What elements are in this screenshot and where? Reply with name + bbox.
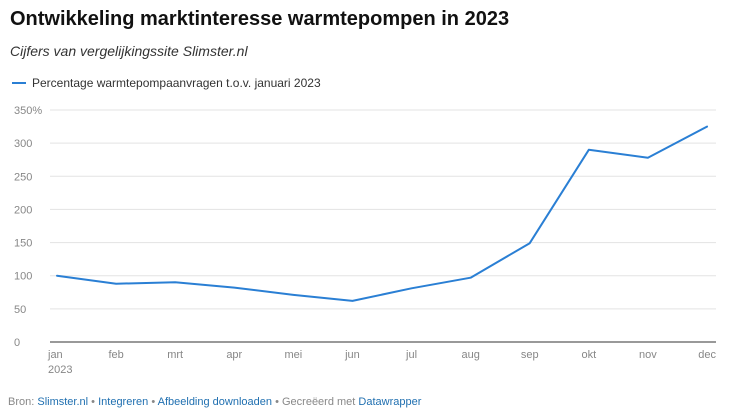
y-axis-ticks: 350% 300 250 200 150 100 50 0 bbox=[14, 105, 42, 349]
download-image-link[interactable]: Afbeelding downloaden bbox=[157, 396, 272, 408]
y-tick-label: 100 bbox=[14, 271, 32, 283]
legend-label: Percentage warmtepompaanvragen t.o.v. ja… bbox=[32, 76, 321, 90]
source-label: Bron: bbox=[8, 396, 35, 408]
x-tick-label: sep bbox=[521, 349, 539, 361]
created-with-label: Gecreëerd met bbox=[281, 396, 356, 408]
x-tick-label: dec bbox=[698, 349, 716, 361]
x-tick-label: mrt bbox=[167, 349, 183, 361]
legend-swatch bbox=[12, 82, 26, 84]
x-tick-label: jan bbox=[47, 349, 63, 361]
y-tick-label: 350% bbox=[14, 105, 42, 117]
x-tick-label: feb bbox=[108, 349, 123, 361]
x-tick-sublabel: 2023 bbox=[48, 364, 72, 376]
y-tick-label: 300 bbox=[14, 138, 32, 150]
y-tick-label: 0 bbox=[14, 337, 20, 349]
chart-subtitle: Cijfers van vergelijkingssite Slimster.n… bbox=[10, 43, 248, 59]
x-tick-label: aug bbox=[461, 349, 479, 361]
embed-link[interactable]: Integreren bbox=[98, 396, 149, 408]
x-axis-ticks: jan feb mrt apr mei jun jul aug sep okt nov dec 2023 bbox=[47, 349, 716, 376]
x-tick-label: mei bbox=[284, 349, 302, 361]
source-link[interactable]: Slimster.nl bbox=[37, 396, 89, 408]
y-tick-label: 250 bbox=[14, 171, 32, 183]
line-chart: 350% 300 250 200 150 100 50 0 jan feb mrt apr mei ju… bbox=[14, 105, 716, 376]
datawrapper-link[interactable]: Datawrapper bbox=[358, 396, 422, 408]
x-tick-label: jun bbox=[344, 349, 360, 361]
series-line bbox=[56, 125, 708, 302]
series-layer bbox=[56, 125, 708, 302]
footer-separator: • bbox=[151, 396, 156, 408]
x-tick-label: okt bbox=[581, 349, 596, 361]
y-tick-label: 200 bbox=[14, 204, 32, 216]
x-tick-label: jul bbox=[405, 349, 417, 361]
footer-separator: • bbox=[275, 396, 279, 408]
y-tick-label: 50 bbox=[14, 304, 26, 316]
footer-separator: • bbox=[91, 396, 96, 408]
gridlines bbox=[50, 109, 716, 310]
footer: Bron: Slimster.nl • Integreren • Afbeeld… bbox=[8, 396, 421, 408]
y-tick-label: 150 bbox=[14, 238, 32, 250]
x-tick-label: nov bbox=[639, 349, 657, 361]
x-tick-label: apr bbox=[226, 349, 242, 361]
legend: Percentage warmtepompaanvragen t.o.v. ja… bbox=[12, 75, 321, 91]
chart-title: Ontwikkeling marktinteresse warmtepompen… bbox=[10, 8, 510, 30]
